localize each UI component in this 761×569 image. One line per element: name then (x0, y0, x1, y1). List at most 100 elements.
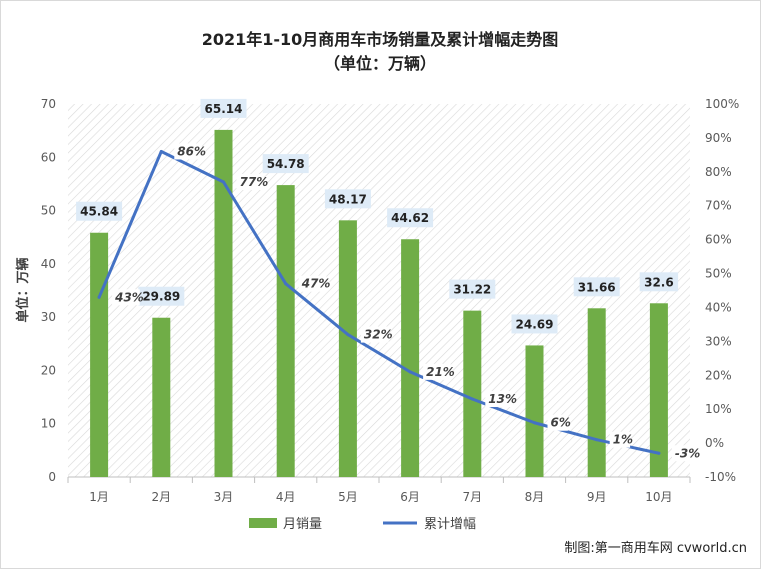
y2-axis-tick-label: 30% (705, 334, 732, 348)
line-point (284, 282, 288, 286)
legend: 月销量 累计增幅 (249, 517, 476, 532)
axes: 0 10 20 30 40 50 60 70 -10% 0% 10% 20% 30% 40% 50% 60% 7… (41, 97, 740, 504)
x-axis-tick-label: 3月 (214, 490, 234, 504)
y2-axis-tick-label: 80% (705, 165, 732, 179)
chart-subtitle: （单位：万辆） (324, 54, 436, 73)
y2-axis-tick-label: 60% (705, 233, 732, 247)
y2-axis-tick-label: 90% (705, 131, 732, 145)
legend-swatch-bar (249, 518, 277, 528)
bar (90, 232, 109, 477)
line-point (470, 397, 474, 401)
y2-axis-tick-label: 100% (705, 97, 739, 111)
bar (525, 345, 544, 477)
y2-axis-tick-label: -10% (705, 470, 736, 484)
bar (587, 308, 606, 477)
bar (214, 129, 233, 477)
pct-label-box (298, 275, 327, 292)
pct-label-box (609, 431, 631, 448)
chart-title: 2021年1-10月商用车市场销量及累计增幅走势图 (202, 30, 559, 49)
bar-label-box (573, 277, 620, 297)
y2-axis-tick-label: 20% (705, 368, 732, 382)
x-axis-tick-label: 8月 (525, 490, 545, 504)
x-axis-tick-label: 9月 (587, 490, 607, 504)
bar-label-box (324, 189, 371, 209)
y-axis-tick-label: 50 (41, 204, 56, 218)
pct-label-box (236, 173, 265, 190)
bar-label-box (138, 286, 185, 306)
credit-text: 制图:第一商用车网 cvworld.cn (564, 540, 747, 556)
y2-axis-tick-label: 10% (705, 402, 732, 416)
x-axis-tick-label: 1月 (89, 490, 109, 504)
line-point (97, 295, 101, 299)
bar-label-box (449, 279, 496, 299)
legend-label-bar: 月销量 (283, 517, 322, 532)
line-point (346, 333, 350, 337)
bar (649, 303, 668, 477)
bar-label-box (639, 272, 679, 292)
y-axis-tick-label: 10 (41, 417, 56, 431)
pct-label-box (547, 414, 568, 431)
pct-value-label: 13% (488, 392, 517, 406)
bar-label-box (511, 314, 558, 334)
bar-label-box (262, 154, 309, 174)
pct-label-box (671, 445, 700, 462)
bar (463, 310, 482, 477)
bar (338, 220, 357, 478)
bar-value-label: 44.62 (391, 211, 429, 225)
pct-label-box (423, 363, 451, 380)
x-axis-tick-label: 10月 (645, 490, 672, 504)
bar-value-label: 31.22 (453, 283, 491, 297)
pct-label-box (485, 391, 513, 408)
bar-value-label: 24.69 (516, 317, 554, 331)
bar-value-label: 45.84 (80, 205, 118, 219)
y-axis-label: 单位：万辆 (15, 257, 31, 322)
pct-value-label: -3% (675, 446, 700, 460)
line-point (222, 180, 225, 184)
line-series (97, 149, 661, 455)
pct-label-box (112, 289, 140, 306)
bar (401, 239, 420, 477)
pct-value-label: 86% (177, 144, 206, 158)
growth-line (97, 149, 661, 455)
y-axis-tick-label: 0 (48, 470, 56, 484)
pct-label-box (174, 143, 202, 160)
y2-axis-tick-label: 50% (705, 267, 732, 281)
y2-axis-tick-label: 40% (705, 300, 732, 314)
y2-axis-tick-label: 70% (705, 199, 732, 213)
bar (276, 185, 295, 477)
pct-value-label: 1% (613, 433, 633, 447)
pct-value-label: 47% (301, 277, 331, 291)
y-axis-tick-label: 30 (41, 310, 56, 324)
pct-value-label: 6% (551, 416, 571, 430)
bar-value-label: 31.66 (578, 280, 616, 294)
data-labels: 45.84 29.89 65.14 54.78 48.17 44.62 31.22 24.69… (76, 98, 700, 462)
bar-value-label: 29.89 (142, 290, 180, 304)
y-axis-tick-label: 60 (41, 150, 56, 164)
x-axis-tick-label: 2月 (151, 490, 171, 504)
bar-label-box (76, 201, 123, 221)
bar-value-label: 54.78 (267, 157, 305, 171)
line-point (533, 421, 536, 425)
y-axis-tick-label: 70 (41, 97, 56, 111)
line-point (595, 438, 599, 442)
y-axis-tick-label: 20 (41, 363, 56, 377)
bar-series (90, 129, 668, 478)
x-axis-tick-label: 4月 (276, 490, 296, 504)
pct-value-label: 43% (114, 290, 144, 304)
line-point (657, 451, 661, 455)
pct-value-label: 21% (426, 365, 455, 379)
pct-label-box (360, 326, 389, 343)
bar-value-label: 32.6 (644, 275, 674, 289)
legend-label-line: 累计增幅 (424, 517, 476, 532)
x-axis-tick-label: 5月 (338, 490, 358, 504)
line-point (408, 370, 412, 374)
bar-value-label: 65.14 (205, 102, 243, 116)
bar-label-box (200, 98, 247, 118)
y-axis-tick-label: 40 (41, 257, 56, 271)
line-point (159, 149, 163, 153)
x-axis-tick-label: 7月 (462, 490, 482, 504)
bar (152, 317, 171, 477)
pct-value-label: 77% (240, 175, 269, 189)
